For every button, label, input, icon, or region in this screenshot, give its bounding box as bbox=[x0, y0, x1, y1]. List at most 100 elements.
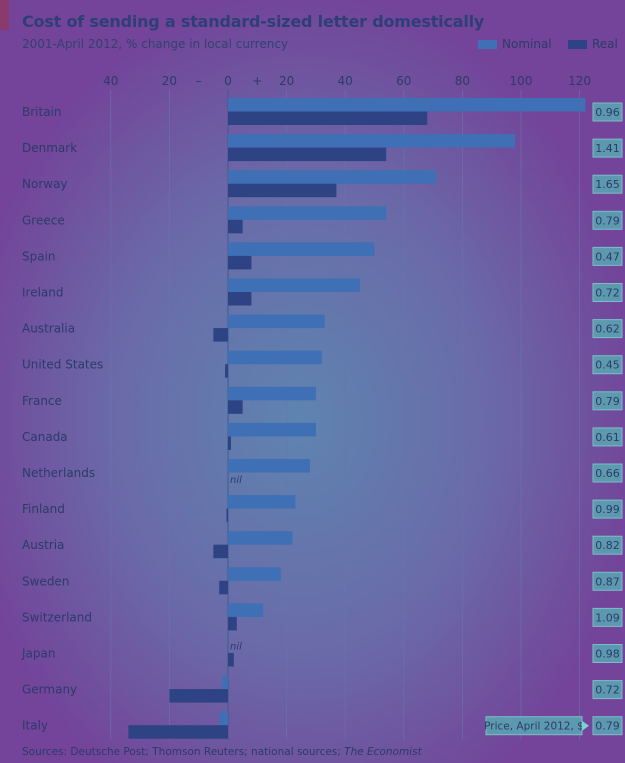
bar-nominal bbox=[219, 711, 228, 726]
bar-nominal bbox=[228, 206, 387, 220]
price-value: 0.99 bbox=[595, 503, 620, 516]
chart-subtitle: 2001-April 2012, % change in local curre… bbox=[22, 37, 289, 51]
bar-nominal bbox=[228, 603, 264, 617]
price-box bbox=[592, 644, 623, 663]
price-value: 0.45 bbox=[595, 359, 620, 372]
category-label: United States bbox=[22, 358, 103, 372]
price-box bbox=[592, 571, 623, 591]
nil-annotation: nil bbox=[230, 642, 242, 653]
bar-nominal bbox=[228, 314, 325, 329]
bar-nominal bbox=[228, 134, 516, 148]
price-box bbox=[592, 535, 623, 555]
price-legend-label: Price, April 2012, $ bbox=[484, 721, 584, 733]
bar-nominal bbox=[228, 459, 311, 473]
category-label: Britain bbox=[22, 105, 62, 119]
x-tick-label: 100 bbox=[510, 74, 533, 88]
bar-real bbox=[128, 725, 228, 739]
x-tick-label: 20 bbox=[279, 74, 294, 88]
x-tick-label: 0 bbox=[224, 74, 232, 88]
category-label: Denmark bbox=[22, 141, 77, 155]
bar-nominal bbox=[228, 422, 316, 437]
price-value: 0.82 bbox=[595, 539, 620, 552]
bar-nominal bbox=[228, 531, 293, 545]
bar-real bbox=[219, 580, 228, 595]
price-value: 0.66 bbox=[595, 467, 620, 480]
price-box bbox=[592, 607, 623, 627]
bar-real bbox=[228, 111, 428, 125]
price-box bbox=[592, 210, 623, 230]
price-box bbox=[592, 680, 623, 700]
bar-real bbox=[228, 653, 234, 667]
price-value: 0.98 bbox=[595, 648, 620, 661]
price-box bbox=[592, 283, 623, 302]
bar-nominal bbox=[222, 675, 228, 690]
category-label: Finland bbox=[22, 502, 65, 516]
bar-real bbox=[228, 292, 252, 306]
bar-real bbox=[226, 508, 228, 523]
x-tick-label: 40 bbox=[338, 74, 353, 88]
bar-real bbox=[228, 183, 337, 198]
price-box bbox=[592, 463, 623, 483]
price-box bbox=[592, 391, 623, 411]
category-label: Austria bbox=[22, 538, 64, 552]
price-value: 0.72 bbox=[595, 287, 620, 300]
bar-nominal bbox=[228, 278, 360, 292]
price-box bbox=[592, 319, 623, 339]
bar-nominal bbox=[228, 495, 296, 509]
price-box bbox=[592, 102, 623, 122]
bar-real bbox=[228, 616, 237, 631]
price-value: 1.09 bbox=[595, 611, 620, 624]
source-publication: The Economist bbox=[344, 746, 422, 758]
price-box bbox=[592, 174, 623, 194]
category-label: Canada bbox=[22, 430, 68, 444]
legend-swatch-nominal bbox=[478, 39, 497, 49]
category-label: Australia bbox=[22, 322, 75, 336]
minus-sign: – bbox=[196, 74, 202, 88]
price-box bbox=[592, 716, 623, 736]
price-value: 0.87 bbox=[595, 575, 620, 588]
bar-real bbox=[228, 255, 252, 270]
price-value: 1.41 bbox=[595, 142, 620, 155]
bar-real bbox=[228, 147, 387, 162]
x-tick-label: 80 bbox=[455, 74, 470, 88]
price-value: 0.61 bbox=[595, 431, 620, 444]
category-label: Italy bbox=[22, 719, 48, 733]
price-box bbox=[592, 246, 623, 266]
x-tick-label: 20 bbox=[162, 74, 177, 88]
price-value: 0.72 bbox=[595, 684, 620, 697]
bar-real bbox=[225, 364, 228, 378]
plus-sign: + bbox=[252, 74, 262, 88]
category-label: Switzerland bbox=[22, 610, 92, 624]
category-label: Spain bbox=[22, 249, 56, 263]
legend-swatch-real bbox=[568, 39, 587, 49]
price-box bbox=[592, 138, 623, 158]
price-box bbox=[592, 499, 623, 519]
price-value: 0.62 bbox=[595, 323, 620, 336]
price-legend-arrow bbox=[582, 720, 589, 731]
bar-real bbox=[228, 400, 243, 414]
source-text: Sources: Deutsche Post; Thomson Reuters;… bbox=[22, 746, 341, 758]
category-label: Netherlands bbox=[22, 466, 95, 480]
bar-nominal bbox=[228, 386, 316, 401]
legend-label-real: Real bbox=[592, 37, 618, 51]
nil-annotation: nil bbox=[230, 475, 242, 486]
category-label: France bbox=[22, 394, 62, 408]
bar-nominal bbox=[228, 170, 437, 184]
bar-nominal bbox=[228, 567, 281, 581]
category-label: Germany bbox=[22, 683, 77, 697]
price-value: 1.65 bbox=[595, 178, 620, 191]
category-label: Ireland bbox=[22, 286, 64, 300]
price-value: 0.47 bbox=[595, 250, 620, 263]
price-box bbox=[592, 355, 623, 375]
bar-real bbox=[169, 689, 228, 703]
corner-accent-mark bbox=[0, 0, 9, 30]
legend-item-real: Real bbox=[568, 37, 618, 51]
x-tick-label: 40 bbox=[103, 74, 118, 88]
price-value: 0.79 bbox=[595, 395, 620, 408]
price-value: 0.79 bbox=[595, 214, 620, 227]
category-label: Sweden bbox=[22, 574, 69, 588]
category-label: Japan bbox=[21, 647, 55, 661]
legend-label-nominal: Nominal bbox=[502, 37, 552, 51]
